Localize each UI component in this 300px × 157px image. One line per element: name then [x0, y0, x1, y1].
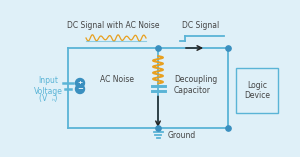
Text: Input
Voltage: Input Voltage	[34, 76, 62, 96]
Circle shape	[76, 84, 85, 94]
Text: Logic
Device: Logic Device	[244, 81, 270, 100]
Text: in: in	[52, 98, 56, 102]
Circle shape	[76, 78, 85, 87]
Text: Ground: Ground	[168, 132, 196, 141]
Text: (V   ): (V )	[39, 94, 57, 103]
Text: −: −	[77, 86, 83, 92]
Text: DC Signal with AC Noise: DC Signal with AC Noise	[67, 22, 159, 30]
Text: Decoupling
Capacitor: Decoupling Capacitor	[174, 75, 217, 95]
Text: AC Noise: AC Noise	[100, 76, 134, 84]
Text: DC Signal: DC Signal	[182, 22, 220, 30]
Bar	[236, 68, 278, 113]
Text: +: +	[77, 81, 83, 86]
